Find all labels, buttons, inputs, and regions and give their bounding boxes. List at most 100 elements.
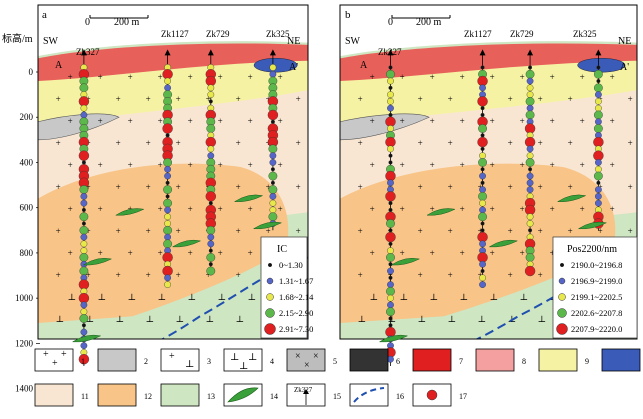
panel-a-legend: IC 0~1.30 1.31~1.67 1.68~2.14 2.15~2.90 2.91… xyxy=(260,236,314,339)
legend-swatch xyxy=(160,383,200,407)
rock-symbol: + xyxy=(550,160,555,170)
rock-symbol: + xyxy=(610,204,615,214)
sample-point xyxy=(80,342,88,350)
rock-symbol: + xyxy=(400,116,405,126)
rock-symbol: + xyxy=(128,116,133,126)
legend-item-green-lens: 14 xyxy=(223,383,278,407)
rock-symbol: + xyxy=(218,160,223,170)
rock-symbol: + xyxy=(176,94,181,104)
rock-symbol: + xyxy=(358,94,363,104)
rock-symbol: + xyxy=(158,72,163,82)
rock-symbol: ⊥ xyxy=(520,292,528,302)
rock-symbol: + xyxy=(430,116,435,126)
sample-point xyxy=(163,185,173,195)
sample-point xyxy=(78,354,90,365)
sample-point xyxy=(526,145,534,153)
legend-number: 12 xyxy=(144,392,152,401)
rock-symbol: ⊥ xyxy=(418,314,426,324)
legend-swatch xyxy=(349,348,389,372)
rock-symbol: + xyxy=(538,182,543,192)
sample-point xyxy=(480,180,485,185)
sample-point xyxy=(525,110,535,120)
rock-symbol: + xyxy=(146,270,151,280)
legend-swatch xyxy=(223,348,263,372)
rock-symbol: + xyxy=(628,182,633,192)
sample-point xyxy=(164,84,172,92)
panel-frame xyxy=(37,4,309,340)
panel-b-hole-label: Zk325 xyxy=(573,29,597,39)
sample-point xyxy=(479,281,486,288)
sample-point xyxy=(593,124,603,133)
rock-symbol: ⊥ xyxy=(158,292,166,302)
rock-symbol: + xyxy=(158,204,163,214)
legend-label: 2.15~2.90 xyxy=(279,308,313,318)
legend-marker xyxy=(267,262,273,268)
sample-point xyxy=(478,191,487,201)
sample-point xyxy=(480,269,485,274)
panel-a-letter: a xyxy=(42,9,47,21)
rock-symbol: + xyxy=(266,182,271,192)
drill-arrow-swatch xyxy=(303,389,309,394)
rock-symbol: + xyxy=(358,270,363,280)
rock-symbol: + xyxy=(460,248,465,258)
green-lens xyxy=(233,194,264,203)
legend-marker xyxy=(556,323,568,335)
sample-point xyxy=(480,228,485,233)
sample-point xyxy=(164,165,172,173)
sample-point xyxy=(479,152,486,160)
sample-point xyxy=(165,133,170,138)
drill-hole-arrow xyxy=(164,49,171,56)
rock-symbol: + xyxy=(418,270,423,280)
sample-point xyxy=(479,186,486,194)
rock-symbol: + xyxy=(278,160,283,170)
rock-symbol: ⊥ xyxy=(98,292,106,302)
sample-point xyxy=(385,191,396,202)
sample-point xyxy=(596,79,601,84)
rock-symbol: + xyxy=(218,72,223,82)
sample-point xyxy=(594,192,602,200)
sample-point xyxy=(205,191,217,202)
sample-point xyxy=(269,152,277,160)
rock-symbol: ⊥ xyxy=(490,292,498,302)
rock-symbol: + xyxy=(146,94,151,104)
sample-point xyxy=(387,301,394,309)
y-tick-label: 400 xyxy=(20,157,34,167)
sample-point xyxy=(526,220,534,227)
rock-symbol: + xyxy=(370,116,375,126)
legend-swatch xyxy=(34,348,74,372)
panel-a-labels: a 0 200 m SW NE A A' Zk327 Zk1127 Zk729 … xyxy=(42,9,300,73)
rock-symbol: + xyxy=(568,182,573,192)
rock-symbol: + xyxy=(370,248,375,258)
sample-point xyxy=(525,253,535,262)
rock-symbol: + xyxy=(610,160,615,170)
rock-symbol: + xyxy=(628,138,633,148)
rock-symbol: + xyxy=(448,94,453,104)
rock-symbol: + xyxy=(370,160,375,170)
red-zone xyxy=(340,43,637,82)
green-lens xyxy=(115,208,145,216)
legend-swatch xyxy=(601,348,641,372)
rock-symbol: + xyxy=(568,94,573,104)
rock-symbol: + xyxy=(248,160,253,170)
legend-label: 2202.6~2207.8 xyxy=(571,308,622,318)
green-lens xyxy=(577,221,608,230)
rock-symbol: + xyxy=(158,116,163,126)
sample-point xyxy=(480,167,485,172)
rock-symbol: + xyxy=(508,270,513,280)
rock-symbol: + xyxy=(98,72,103,82)
rock-symbol: + xyxy=(128,72,133,82)
rock-symbol: + xyxy=(56,182,61,192)
rock-symbol: + xyxy=(448,138,453,148)
sample-point xyxy=(526,172,534,180)
rock-symbol: + xyxy=(278,72,283,82)
rock-symbol: + xyxy=(580,160,585,170)
sample-point xyxy=(207,145,215,153)
rock-symbol: + xyxy=(490,116,495,126)
sample-point xyxy=(387,91,394,99)
rock-symbol: + xyxy=(56,270,61,280)
rock-symbol: + xyxy=(128,160,133,170)
drill-hole-label: Zk327 xyxy=(294,386,313,394)
sample-point xyxy=(480,133,485,138)
sample-point xyxy=(206,253,216,262)
plus-symbol: + xyxy=(61,349,67,360)
